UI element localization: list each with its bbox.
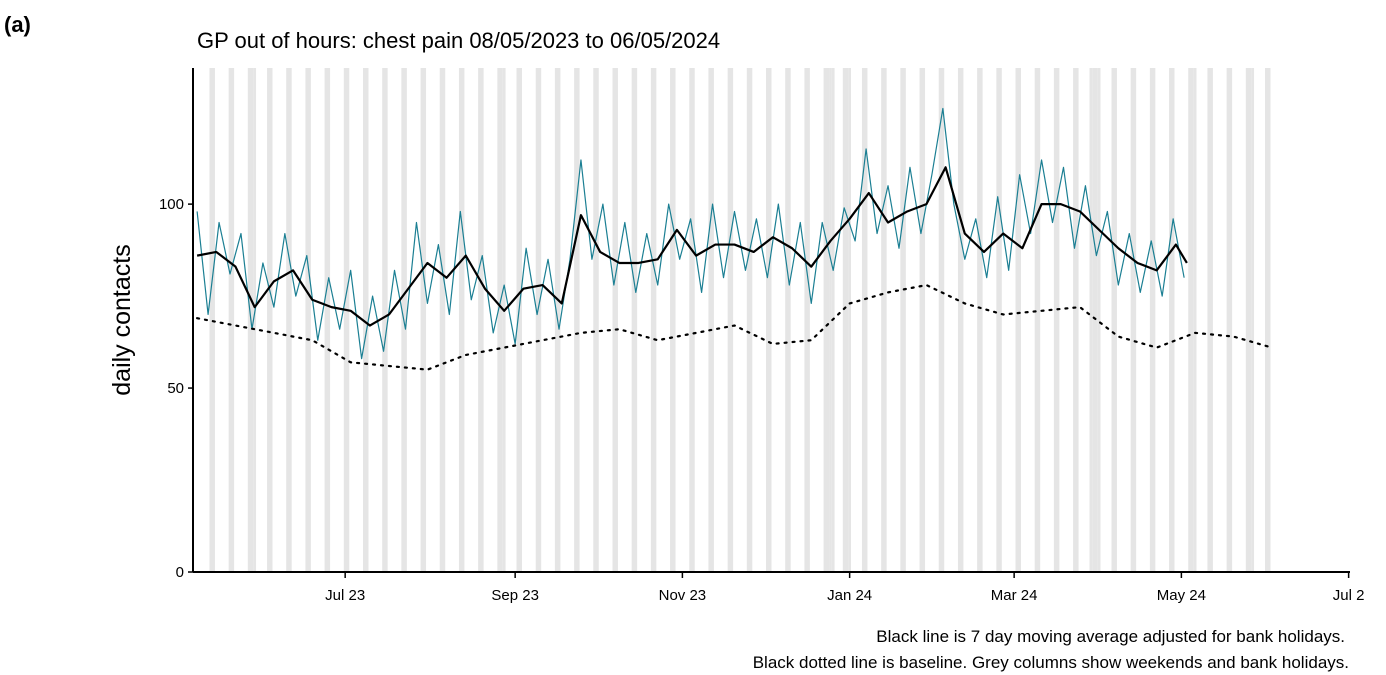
y-tick-label: 50: [167, 380, 184, 397]
weekend-column: [631, 68, 638, 572]
bank-holiday-column: [1251, 68, 1255, 572]
x-tick-label: Mar 24: [991, 587, 1038, 604]
weekend-column: [1226, 68, 1233, 572]
weekend-column: [919, 68, 926, 572]
weekend-column: [650, 68, 657, 572]
chart-title: GP out of hours: chest pain 08/05/2023 t…: [197, 28, 720, 53]
weekend-column: [574, 68, 580, 572]
weekend-column: [516, 68, 523, 572]
weekend-column: [1130, 68, 1137, 572]
weekend-column: [938, 68, 945, 572]
weekend-column: [1245, 68, 1252, 572]
weekend-column: [612, 68, 618, 572]
weekend-column: [746, 68, 753, 572]
weekend-column: [305, 68, 311, 572]
bank-holiday-column: [1089, 68, 1093, 572]
note: Black line is 7 day moving average adjus…: [876, 627, 1345, 646]
weekend-column: [267, 68, 273, 572]
weekend-column: [996, 68, 1002, 572]
x-tick-label: Jul 2: [1333, 587, 1365, 604]
weekend-column: [1169, 68, 1175, 572]
weekend-column: [957, 68, 964, 572]
weekend-column: [900, 68, 906, 572]
shading: [209, 68, 1271, 572]
weekend-column: [804, 68, 810, 572]
weekend-column: [1053, 68, 1060, 572]
weekend-column: [1111, 68, 1117, 572]
weekend-column: [708, 68, 714, 572]
weekend-column: [343, 68, 350, 572]
x-tick-label: Jul 23: [325, 587, 365, 604]
weekend-column: [535, 68, 542, 572]
weekend-column: [1207, 68, 1213, 572]
weekend-column: [823, 68, 830, 572]
weekend-column: [861, 68, 868, 572]
weekend-column: [593, 68, 599, 572]
series-line: [196, 166, 1188, 327]
weekend-column: [689, 68, 695, 572]
weekend-column: [977, 68, 983, 572]
weekend-column: [1092, 68, 1098, 572]
weekend-column: [478, 68, 484, 572]
weekend-column: [1188, 68, 1194, 572]
weekend-column: [458, 68, 465, 572]
plot-area: [196, 107, 1273, 371]
weekend-column: [420, 68, 427, 572]
bank-holiday-column: [502, 68, 506, 572]
weekend-column: [766, 68, 772, 572]
x-tick-label: Sep 23: [491, 587, 539, 604]
note: Black dotted line is baseline. Grey colu…: [753, 653, 1349, 672]
weekend-column: [362, 68, 369, 572]
weekend-column: [497, 68, 503, 572]
weekend-column: [324, 68, 331, 572]
weekend-column: [670, 68, 676, 572]
panel-label: (a): [4, 12, 31, 37]
weekend-column: [1034, 68, 1041, 572]
weekend-column: [1015, 68, 1021, 572]
weekend-column: [785, 68, 791, 572]
bank-holiday-column: [829, 68, 832, 572]
bank-holiday-column: [1097, 68, 1101, 572]
weekend-column: [1073, 68, 1079, 572]
bank-holiday-column: [848, 68, 852, 572]
bank-holiday-column: [1193, 68, 1197, 572]
weekend-column: [842, 68, 849, 572]
x-tick-label: Nov 23: [659, 587, 707, 604]
y-tick-label: 100: [159, 196, 184, 213]
weekend-column: [1149, 68, 1156, 572]
bank-holiday-column: [253, 68, 257, 572]
weekend-column: [439, 68, 446, 572]
weekend-column: [228, 68, 235, 572]
weekend-column: [881, 68, 887, 572]
y-tick-label: 0: [176, 564, 184, 581]
series-line: [196, 107, 1185, 360]
weekend-column: [1265, 68, 1271, 572]
x-tick-label: Jan 24: [827, 587, 872, 604]
weekend-column: [209, 68, 215, 572]
series-line: [196, 283, 1273, 371]
x-tick-label: May 24: [1157, 587, 1206, 604]
weekend-column: [727, 68, 734, 572]
weekend-column: [286, 68, 292, 572]
y-axis-label: daily contacts: [108, 244, 136, 395]
weekend-column: [382, 68, 388, 572]
